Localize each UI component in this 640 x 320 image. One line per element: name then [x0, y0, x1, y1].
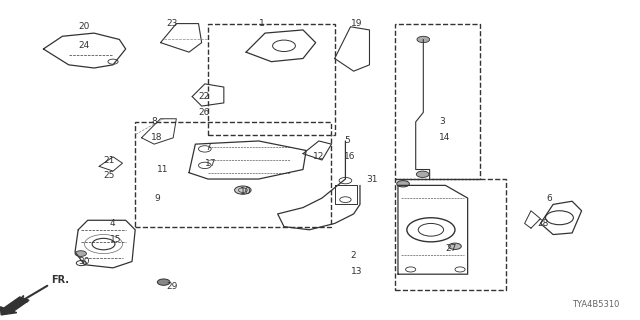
- Text: 18: 18: [151, 133, 163, 142]
- Text: 17: 17: [205, 159, 216, 168]
- Text: 2: 2: [351, 251, 356, 260]
- Text: 30: 30: [78, 257, 90, 266]
- Text: 15: 15: [110, 235, 122, 244]
- Circle shape: [417, 171, 429, 178]
- Text: 9: 9: [154, 194, 160, 203]
- Text: 13: 13: [351, 267, 362, 276]
- Circle shape: [397, 180, 410, 187]
- Text: 3: 3: [439, 117, 445, 126]
- Text: 29: 29: [167, 282, 178, 292]
- Text: 20: 20: [78, 22, 90, 31]
- Text: 19: 19: [351, 19, 362, 28]
- Text: 12: 12: [312, 152, 324, 161]
- Text: 31: 31: [366, 174, 378, 184]
- Text: 28: 28: [538, 219, 548, 228]
- Text: 10: 10: [239, 187, 251, 196]
- Circle shape: [449, 243, 461, 250]
- Text: 25: 25: [104, 172, 115, 180]
- Circle shape: [75, 251, 86, 256]
- Text: 27: 27: [445, 244, 457, 253]
- Bar: [208, 24, 335, 135]
- Bar: [135, 122, 332, 227]
- Text: 23: 23: [167, 19, 178, 28]
- Text: 5: 5: [344, 136, 350, 146]
- Circle shape: [235, 186, 251, 194]
- Text: 4: 4: [110, 219, 115, 228]
- Text: 1: 1: [259, 19, 264, 28]
- Text: 21: 21: [104, 156, 115, 164]
- Text: 11: 11: [157, 165, 169, 174]
- Text: TYA4B5310: TYA4B5310: [572, 300, 620, 309]
- Circle shape: [157, 279, 170, 285]
- Text: 8: 8: [151, 117, 157, 126]
- Text: 26: 26: [198, 108, 210, 117]
- Text: 16: 16: [344, 152, 356, 161]
- Text: 14: 14: [439, 133, 451, 142]
- Text: 24: 24: [78, 41, 90, 50]
- Text: 22: 22: [198, 92, 210, 101]
- Circle shape: [417, 36, 429, 43]
- Bar: [395, 179, 506, 290]
- Text: 7: 7: [205, 143, 211, 152]
- Text: 6: 6: [547, 194, 552, 203]
- Text: FR.: FR.: [51, 275, 69, 285]
- Bar: [395, 24, 480, 179]
- FancyArrow shape: [0, 297, 29, 315]
